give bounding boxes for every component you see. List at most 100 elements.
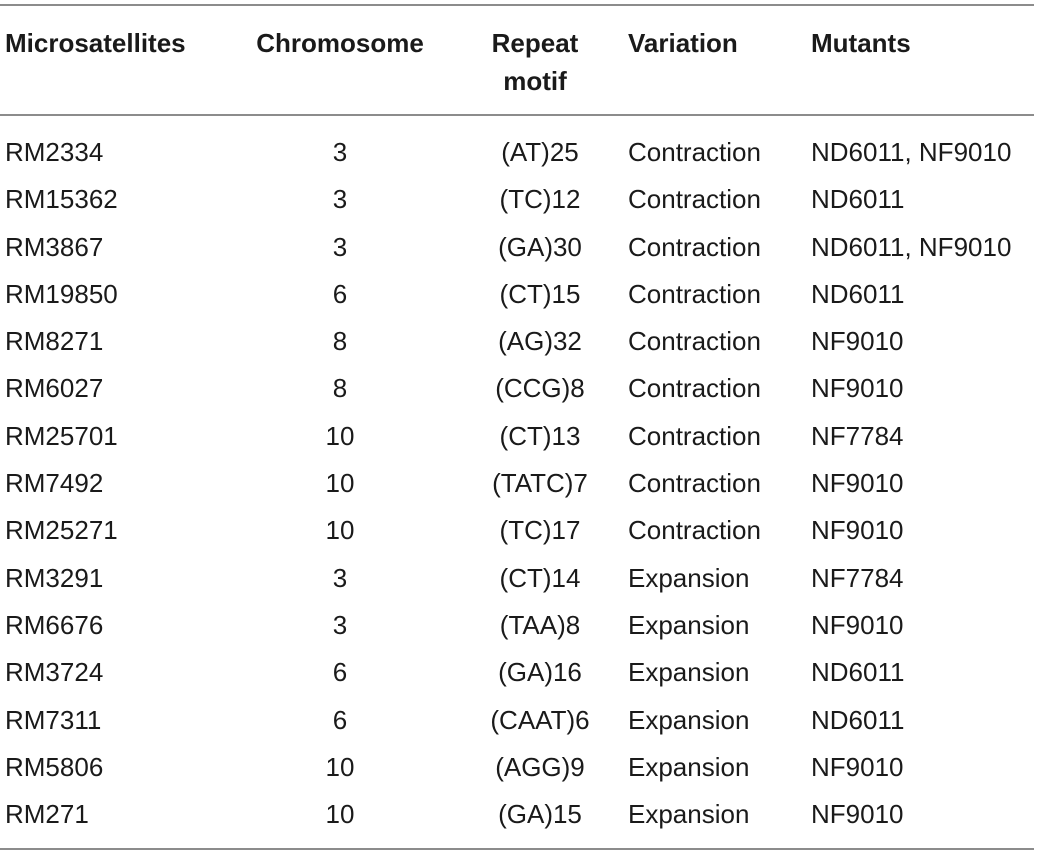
cell-repeat-motif: (AT)25 — [501, 137, 579, 167]
cell-variation: Expansion — [628, 751, 750, 782]
table-row: RM25701 10 (CT)13 Contraction NF7784 — [0, 413, 1039, 460]
table-header-rule — [0, 114, 1034, 116]
cell-variation: Expansion — [628, 562, 750, 593]
cell-chromosome: 6 — [332, 657, 348, 688]
header-repeat-motif: Repeat motif — [491, 28, 579, 96]
cell-microsatellite: RM3867 — [5, 231, 104, 262]
cell-microsatellite: RM3291 — [5, 562, 104, 593]
table-row: RM7311 6 (CAAT)6 Expansion ND6011 — [0, 697, 1039, 744]
cell-mutants: NF7784 — [811, 420, 904, 451]
cell-microsatellite: RM7311 — [5, 704, 102, 735]
header-microsatellites: Microsatellites — [5, 28, 186, 58]
cell-variation: Contraction — [628, 137, 761, 167]
table-row: RM2334 3 (AT)25 Contraction ND6011, NF9010 — [0, 129, 1039, 176]
table-body: RM2334 3 (AT)25 Contraction ND6011, NF9010 RM… — [0, 129, 1039, 838]
table-row: RM7492 10 (TATC)7 Contraction NF9010 — [0, 460, 1039, 507]
header-chromosome: Chromosome — [256, 28, 424, 58]
cell-chromosome: 10 — [325, 799, 355, 830]
cell-chromosome: 6 — [332, 278, 348, 309]
cell-microsatellite: RM271 — [5, 799, 89, 830]
cell-repeat-motif: (CT)14 — [499, 562, 581, 593]
cell-chromosome: 6 — [332, 704, 348, 735]
table-header-row: Microsatellites Chromosome Repeat motif … — [0, 24, 1039, 104]
table-row: RM6676 3 (TAA)8 Expansion NF9010 — [0, 602, 1039, 649]
cell-mutants: ND6011 — [811, 184, 905, 215]
cell-microsatellite: RM8271 — [5, 326, 104, 357]
cell-mutants: ND6011, NF9010 — [811, 231, 1012, 262]
cell-mutants: ND6011 — [811, 657, 905, 688]
table-row: RM25271 10 (TC)17 Contraction NF9010 — [0, 507, 1039, 554]
cell-repeat-motif: (TC)17 — [499, 515, 581, 546]
cell-variation: Expansion — [628, 704, 750, 735]
cell-chromosome: 3 — [332, 562, 348, 593]
cell-microsatellite: RM6676 — [5, 609, 104, 640]
cell-chromosome: 10 — [325, 468, 355, 499]
cell-chromosome: 8 — [332, 326, 348, 357]
cell-variation: Contraction — [628, 231, 761, 262]
cell-microsatellite: RM15362 — [5, 184, 118, 215]
cell-variation: Contraction — [628, 326, 761, 357]
cell-microsatellite: RM2334 — [5, 137, 104, 167]
cell-mutants: NF9010 — [811, 609, 904, 640]
cell-chromosome: 3 — [332, 184, 348, 215]
cell-chromosome: 10 — [325, 420, 355, 451]
cell-mutants: NF9010 — [811, 468, 904, 499]
cell-mutants: NF7784 — [811, 562, 904, 593]
cell-variation: Expansion — [628, 657, 750, 688]
cell-variation: Expansion — [628, 609, 750, 640]
cell-chromosome: 3 — [332, 137, 348, 167]
table-row: RM3291 3 (CT)14 Expansion NF7784 — [0, 555, 1039, 602]
cell-repeat-motif: (AG)32 — [498, 326, 582, 357]
cell-mutants: ND6011 — [811, 278, 905, 309]
cell-mutants: NF9010 — [811, 515, 904, 546]
cell-mutants: NF9010 — [811, 751, 904, 782]
cell-repeat-motif: (GA)16 — [498, 657, 582, 688]
table-row: RM271 10 (GA)15 Expansion NF9010 — [0, 791, 1039, 838]
cell-microsatellite: RM5806 — [5, 751, 104, 782]
cell-variation: Expansion — [628, 799, 750, 830]
cell-microsatellite: RM25701 — [5, 420, 118, 451]
cell-mutants: ND6011, NF9010 — [811, 137, 1012, 167]
header-variation: Variation — [628, 28, 738, 58]
cell-repeat-motif: (CT)15 — [499, 278, 581, 309]
cell-repeat-motif: (TATC)7 — [492, 468, 588, 499]
cell-repeat-motif: (AGG)9 — [495, 751, 585, 782]
table-row: RM3724 6 (GA)16 Expansion ND6011 — [0, 649, 1039, 696]
cell-chromosome: 10 — [325, 515, 355, 546]
cell-chromosome: 3 — [332, 609, 348, 640]
cell-chromosome: 10 — [325, 751, 355, 782]
cell-variation: Contraction — [628, 420, 761, 451]
cell-chromosome: 3 — [332, 231, 348, 262]
cell-repeat-motif: (TAA)8 — [499, 609, 581, 640]
table-bottom-rule — [0, 848, 1034, 850]
cell-microsatellite: RM19850 — [5, 278, 118, 309]
cell-microsatellite: RM3724 — [5, 657, 104, 688]
cell-variation: Contraction — [628, 515, 761, 546]
cell-microsatellite: RM6027 — [5, 373, 104, 404]
table-top-rule — [0, 4, 1034, 6]
cell-mutants: NF9010 — [811, 326, 904, 357]
header-mutants: Mutants — [811, 28, 911, 58]
cell-repeat-motif: (CCG)8 — [495, 373, 585, 404]
cell-mutants: ND6011 — [811, 704, 905, 735]
cell-repeat-motif: (CT)13 — [499, 420, 581, 451]
table-row: RM15362 3 (TC)12 Contraction ND6011 — [0, 176, 1039, 223]
cell-variation: Contraction — [628, 373, 761, 404]
table-row: RM3867 3 (GA)30 Contraction ND6011, NF9010 — [0, 224, 1039, 271]
table-row: RM8271 8 (AG)32 Contraction NF9010 — [0, 318, 1039, 365]
cell-repeat-motif: (GA)15 — [498, 799, 582, 830]
cell-chromosome: 8 — [332, 373, 348, 404]
cell-repeat-motif: (TC)12 — [499, 184, 581, 215]
cell-variation: Contraction — [628, 278, 761, 309]
table-row: RM5806 10 (AGG)9 Expansion NF9010 — [0, 744, 1039, 791]
cell-mutants: NF9010 — [811, 373, 904, 404]
cell-variation: Contraction — [628, 184, 761, 215]
cell-microsatellite: RM25271 — [5, 515, 118, 546]
cell-repeat-motif: (GA)30 — [498, 231, 582, 262]
cell-repeat-motif: (CAAT)6 — [490, 704, 590, 735]
table-row: RM19850 6 (CT)15 Contraction ND6011 — [0, 271, 1039, 318]
cell-variation: Contraction — [628, 468, 761, 499]
table-row: RM6027 8 (CCG)8 Contraction NF9010 — [0, 365, 1039, 412]
cell-mutants: NF9010 — [811, 799, 904, 830]
cell-microsatellite: RM7492 — [5, 468, 104, 499]
